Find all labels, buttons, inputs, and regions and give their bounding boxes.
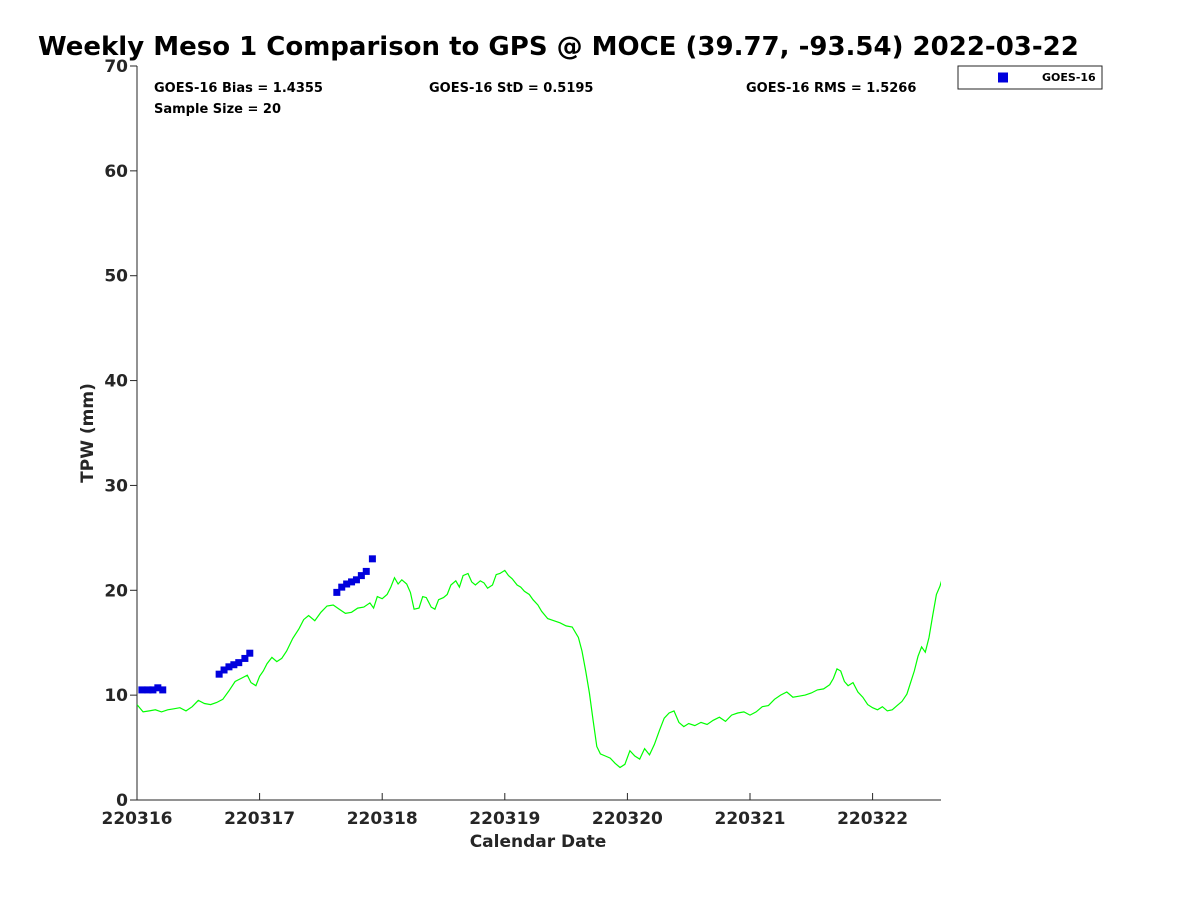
x-tick-label: 220318	[347, 809, 418, 829]
goes16-data-point	[246, 649, 254, 657]
x-tick-label: 220316	[102, 809, 173, 829]
goes16-data-point	[368, 555, 376, 563]
y-axis-ticks: 0 10 20 30 40 50 60 70	[104, 57, 137, 811]
x-tick-label: 220319	[469, 809, 540, 829]
legend-marker	[998, 72, 1008, 83]
legend-label-goes16: GOES-16	[1042, 71, 1096, 84]
x-tick-label: 220321	[715, 809, 786, 829]
y-tick-label: 30	[104, 476, 128, 496]
x-tick-label: 220317	[224, 809, 295, 829]
goes16-data-point	[357, 572, 365, 580]
std-stat: GOES-16 StD = 0.5195	[429, 81, 593, 96]
x-axis-ticks: 220316 220317 220318 220319 220320 220321 2203…	[102, 793, 908, 829]
goes16-data-point	[343, 580, 351, 588]
legend: GOES-16	[957, 65, 1103, 90]
bias-stat: GOES-16 Bias = 1.4355	[154, 81, 323, 96]
goes16-data-point	[154, 684, 162, 692]
goes16-data-point	[215, 670, 223, 678]
y-tick-label: 60	[104, 162, 128, 182]
goes16-data-point	[235, 659, 243, 667]
y-tick-label: 0	[116, 791, 128, 811]
chart-title: Weekly Meso 1 Comparison to GPS @ MOCE (…	[38, 32, 1079, 62]
goes16-data-point	[352, 576, 360, 584]
goes16-data-point	[362, 567, 370, 575]
rms-stat: GOES-16 RMS = 1.5266	[746, 81, 916, 96]
goes16-data-point	[220, 666, 228, 674]
goes16-data-point	[138, 686, 146, 694]
goes16-data-point	[225, 663, 233, 671]
goes16-data-point	[241, 654, 249, 662]
goes16-data-point	[338, 583, 346, 591]
x-tick-label: 220322	[837, 809, 908, 829]
goes16-data-point	[333, 588, 341, 596]
legend-box	[957, 65, 1103, 90]
y-tick-label: 20	[104, 581, 128, 601]
x-axis-label: Calendar Date	[470, 832, 607, 852]
x-tick-label: 220320	[592, 809, 663, 829]
sample-size-stat: Sample Size = 20	[154, 102, 281, 117]
goes16-data-point	[348, 578, 356, 586]
y-tick-label: 70	[104, 57, 128, 77]
y-tick-label: 50	[104, 267, 128, 287]
goes16-data-point	[230, 661, 238, 669]
y-tick-label: 10	[104, 686, 128, 706]
goes16-data-point	[159, 686, 167, 694]
y-tick-label: 40	[104, 372, 128, 392]
goes16-data-point	[144, 686, 152, 694]
y-axis-label: TPW (mm)	[78, 383, 98, 483]
plot-area	[137, 555, 941, 769]
goes16-data-point	[149, 686, 157, 694]
gps-series-line	[137, 569, 941, 769]
